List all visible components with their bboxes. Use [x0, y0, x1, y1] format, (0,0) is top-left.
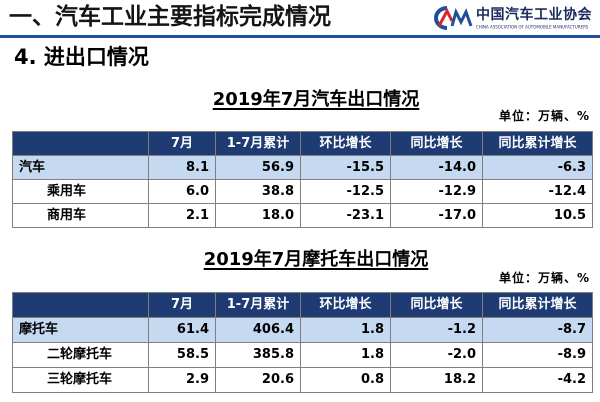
logo-name-cn: 中国汽车工业协会: [476, 7, 592, 23]
column-header: 7月: [148, 131, 216, 156]
table-cell: 6.0: [148, 179, 216, 204]
table-cell: 58.5: [148, 342, 216, 368]
column-header: [12, 131, 149, 156]
table-cell: 10.5: [482, 203, 593, 228]
table-cell: 38.8: [215, 179, 301, 204]
table-row: 商用车 2.1 18.0 -23.1 -17.0 10.5: [12, 203, 593, 228]
table-cell: 1.8: [300, 317, 391, 343]
table-cell: -1.2: [390, 317, 483, 343]
table-cell: 2.1: [148, 203, 216, 228]
table-cell: -4.2: [482, 367, 593, 393]
column-header: 环比增长: [300, 131, 391, 156]
table-cell: 20.6: [215, 367, 301, 393]
unit-label: 单位：万辆、%: [498, 109, 590, 123]
column-header: 同比增长: [390, 292, 483, 318]
table-cell: -8.9: [482, 342, 593, 368]
column-header: 同比累计增长: [482, 292, 593, 318]
table-cell: -12.9: [390, 179, 483, 204]
header-rule: [0, 35, 600, 38]
table-cell: 1.8: [300, 342, 391, 368]
table-cell: -6.3: [482, 155, 593, 180]
table-header-row: 7月 1-7月累计 环比增长 同比增长 同比累计增长: [12, 131, 593, 156]
table-cell: 61.4: [148, 317, 216, 343]
row-label: 商用车: [12, 203, 149, 228]
table-cell: -12.5: [300, 179, 391, 204]
table-cell: -23.1: [300, 203, 391, 228]
column-header: 环比增长: [300, 292, 391, 318]
table-title: 2019年7月摩托车出口情况: [116, 249, 516, 271]
table-title-text: 2019年7月汽车出口情况: [212, 89, 420, 110]
column-header: 7月: [148, 292, 216, 318]
table-cell: 406.4: [215, 317, 301, 343]
row-label: 汽车: [12, 155, 149, 180]
table-cell: 8.1: [148, 155, 216, 180]
column-header: [12, 292, 149, 318]
column-header: 1-7月累计: [215, 131, 301, 156]
table-title-text: 2019年7月摩托车出口情况: [203, 249, 429, 270]
table-row: 二轮摩托车 58.5 385.8 1.8 -2.0 -8.9: [12, 342, 593, 368]
table-cell: 2.9: [148, 367, 216, 393]
car-export-table: 7月 1-7月累计 环比增长 同比增长 同比累计增长 汽车 8.1 56.9 -…: [12, 131, 593, 228]
slide-title: 一、汽车工业主要指标完成情况: [9, 4, 331, 30]
table-row: 三轮摩托车 2.9 20.6 0.8 18.2 -4.2: [12, 367, 593, 393]
table-cell: -12.4: [482, 179, 593, 204]
table-cell: -15.5: [300, 155, 391, 180]
row-label: 乘用车: [12, 179, 149, 204]
unit-label: 单位：万辆、%: [498, 271, 590, 285]
column-header: 同比增长: [390, 131, 483, 156]
table-row: 乘用车 6.0 38.8 -12.5 -12.9 -12.4: [12, 179, 593, 204]
table-row: 汽车 8.1 56.9 -15.5 -14.0 -6.3: [12, 155, 593, 180]
column-header: 同比累计增长: [482, 131, 593, 156]
section-title: 4. 进出口情况: [14, 45, 149, 69]
caam-logo-icon: [434, 6, 473, 30]
caam-logo: 中国汽车工业协会 CHINA ASSOCIATION OF AUTOMOBILE…: [430, 4, 596, 34]
table-cell: 56.9: [215, 155, 301, 180]
row-label: 二轮摩托车: [12, 342, 149, 368]
table-cell: 385.8: [215, 342, 301, 368]
column-header: 1-7月累计: [215, 292, 301, 318]
table-cell: -17.0: [390, 203, 483, 228]
table-cell: -8.7: [482, 317, 593, 343]
motorcycle-export-table: 7月 1-7月累计 环比增长 同比增长 同比累计增长 摩托车 61.4 406.…: [12, 292, 593, 393]
table-cell: -14.0: [390, 155, 483, 180]
table-title: 2019年7月汽车出口情况: [116, 89, 516, 111]
table-cell: -2.0: [390, 342, 483, 368]
table-header-row: 7月 1-7月累计 环比增长 同比增长 同比累计增长: [12, 292, 593, 318]
row-label: 三轮摩托车: [12, 367, 149, 393]
table-cell: 18.0: [215, 203, 301, 228]
logo-name-en: CHINA ASSOCIATION OF AUTOMOBILE MANUFACT…: [476, 25, 589, 30]
table-cell: 0.8: [300, 367, 391, 393]
table-row: 摩托车 61.4 406.4 1.8 -1.2 -8.7: [12, 317, 593, 343]
row-label: 摩托车: [12, 317, 149, 343]
table-cell: 18.2: [390, 367, 483, 393]
